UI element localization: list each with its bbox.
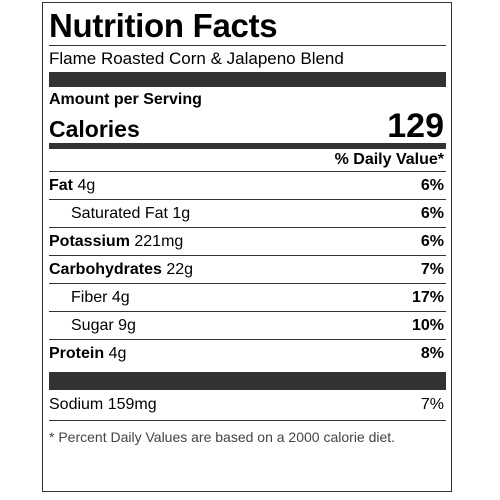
nutrient-pct: 10% [411,316,444,334]
product-name: Flame Roasted Corn & Jalapeno Blend [49,45,446,70]
nutrient-pct: 6% [420,232,444,250]
divider-medium [49,143,446,149]
nutrient-name: Potassium [49,232,130,250]
nutrient-amount: 159mg [107,396,157,413]
nutrient-amount: 221mg [134,232,184,250]
nutrient-name: Sodium [49,396,104,413]
nutrient-row-sodium: Sodium 159mg 7% [49,390,446,421]
footnote: * Percent Daily Values are based on a 20… [49,429,396,445]
nutrition-facts-label: Nutrition Facts Flame Roasted Corn & Jal… [42,2,452,492]
calories-value: 129 [387,107,444,145]
nutrient-amount: 22g [166,260,194,278]
nutrient-row-fiber: Fiber 4g 17% [49,284,446,312]
nutrient-fiber: Fiber 4g [71,289,130,307]
divider-thick [49,72,446,87]
nutrient-amount: 4g [77,176,96,194]
nutrient-pct: 17% [411,288,444,306]
nutrient-row-potassium: Potassium 221mg 6% [49,228,446,256]
nutrient-row-fat: Fat 4g 6% [49,172,446,200]
nutrient-carbohydrates: Carbohydrates 22g [49,261,193,279]
nutrient-amount: 9g [118,316,136,334]
nutrient-pct: 8% [420,345,444,362]
daily-value-header: % Daily Value* [49,149,446,172]
nutrient-name: Protein [49,345,105,362]
calories-label: Calories [49,116,140,142]
nutrient-name: Fiber [71,288,108,306]
nutrient-saturated-fat: Saturated Fat 1g [71,205,190,223]
nutrient-amount: 1g [172,204,191,222]
nutrient-potassium: Potassium 221mg [49,233,183,251]
nutrient-sodium: Sodium 159mg [49,396,157,414]
nutrient-sugar: Sugar 9g [71,317,136,335]
nutrient-row-sugar: Sugar 9g 10% [49,312,446,340]
nutrient-pct: 6% [420,176,444,194]
nutrient-row-saturated-fat: Saturated Fat 1g 6% [49,200,446,228]
nutrient-name: Carbohydrates [49,260,162,278]
divider-thick [49,372,446,390]
nutrient-name: Sugar [71,316,114,334]
amount-per-serving: Amount per Serving [49,91,202,108]
nutrient-pct: 7% [420,396,444,413]
label-title: Nutrition Facts [49,7,278,44]
nutrient-protein: Protein 4g [49,345,126,363]
nutrient-fat: Fat 4g [49,177,95,195]
nutrient-name: Saturated Fat [71,204,168,222]
nutrient-pct: 6% [420,204,444,222]
nutrient-row-carbohydrates: Carbohydrates 22g 7% [49,256,446,284]
nutrient-amount: 4g [108,345,127,362]
nutrient-row-protein: Protein 4g 8% [49,340,446,368]
nutrient-name: Fat [49,176,73,194]
calories-row: Calories 129 [49,109,446,143]
nutrient-pct: 7% [420,260,444,278]
nutrient-amount: 4g [111,288,130,306]
